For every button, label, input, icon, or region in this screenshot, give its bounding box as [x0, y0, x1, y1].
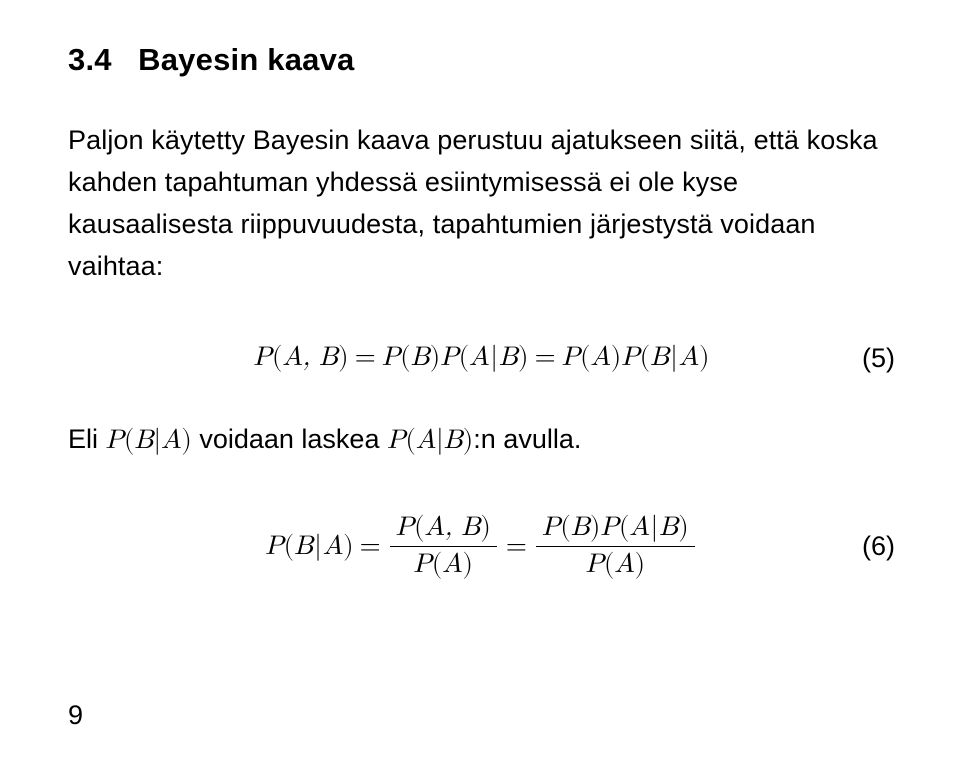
- inline-math-pab: P(A|B): [387, 427, 473, 454]
- section-number: 3.4: [68, 42, 112, 77]
- equation-6-row: P(B|A) = P(A, B) P(A) = P(B)P(A|B) P(A) …: [68, 512, 895, 581]
- section-title: Bayesin kaava: [138, 42, 354, 77]
- bridge-mid: voidaan laskea: [192, 424, 387, 454]
- bridge-post: :n avulla.: [473, 424, 581, 454]
- equation-5-number: (5): [862, 343, 895, 374]
- fraction-2: P(B)P(A|B) P(A): [536, 512, 695, 581]
- bridge-pre: Eli: [68, 424, 106, 454]
- equation-6: P(B|A) = P(A, B) P(A) = P(B)P(A|B) P(A): [265, 512, 697, 581]
- equation-5: P(A, B)=P(B)P(A|B)=P(A)P(B|A): [253, 342, 709, 374]
- page: 3.4 Bayesin kaava Paljon käytetty Bayesi…: [0, 0, 960, 765]
- fraction-1: P(A, B) P(A): [390, 512, 497, 581]
- equation-6-number: (6): [862, 531, 895, 562]
- page-number: 9: [68, 700, 83, 731]
- bridge-sentence: Eli P(B|A) voidaan laskea P(A|B):n avull…: [68, 424, 895, 457]
- section-heading: 3.4 Bayesin kaava: [68, 42, 895, 78]
- inline-math-pba: P(B|A): [106, 427, 192, 454]
- equation-5-row: P(A, B)=P(B)P(A|B)=P(A)P(B|A) (5): [68, 342, 895, 374]
- intro-paragraph: Paljon käytetty Bayesin kaava perustuu a…: [68, 120, 895, 287]
